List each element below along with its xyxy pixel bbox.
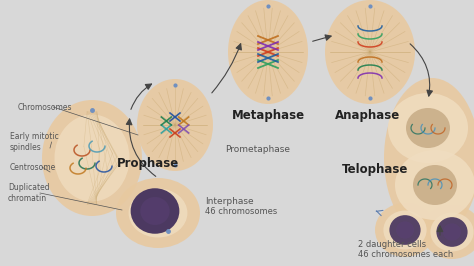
Ellipse shape — [131, 188, 179, 234]
Text: Telophase: Telophase — [342, 164, 408, 177]
Ellipse shape — [388, 93, 468, 163]
Text: Duplicated
chromatin: Duplicated chromatin — [8, 183, 50, 203]
Ellipse shape — [116, 178, 200, 248]
Ellipse shape — [422, 205, 474, 259]
Ellipse shape — [55, 114, 129, 202]
Ellipse shape — [384, 78, 474, 238]
Text: 2 daughter cells
46 chromosomes each: 2 daughter cells 46 chromosomes each — [358, 240, 453, 259]
Ellipse shape — [325, 0, 415, 104]
Ellipse shape — [390, 215, 420, 245]
Ellipse shape — [137, 79, 213, 171]
Ellipse shape — [42, 100, 142, 216]
Ellipse shape — [413, 165, 457, 205]
Text: Metaphase: Metaphase — [231, 109, 305, 122]
Text: Prometaphase: Prometaphase — [225, 145, 290, 154]
Ellipse shape — [396, 221, 414, 239]
Ellipse shape — [437, 217, 467, 247]
Text: Early mitotic
spindles: Early mitotic spindles — [10, 132, 59, 152]
Ellipse shape — [443, 223, 461, 241]
Ellipse shape — [375, 203, 435, 257]
Text: 46 chromosomes: 46 chromosomes — [205, 207, 277, 216]
Ellipse shape — [383, 211, 427, 250]
Ellipse shape — [406, 108, 450, 148]
Ellipse shape — [228, 0, 308, 104]
Ellipse shape — [395, 150, 474, 220]
Ellipse shape — [140, 197, 170, 225]
Text: Centrosome: Centrosome — [10, 163, 56, 172]
Text: Chromosomes: Chromosomes — [18, 102, 73, 111]
Text: Interphase: Interphase — [205, 197, 254, 206]
Ellipse shape — [128, 189, 187, 238]
Ellipse shape — [430, 213, 474, 251]
Text: Prophase: Prophase — [117, 156, 179, 169]
Text: Anaphase: Anaphase — [336, 109, 401, 122]
